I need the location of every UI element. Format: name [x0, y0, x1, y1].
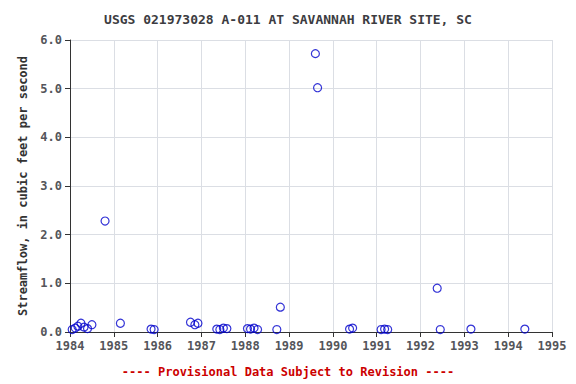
svg-text:1985: 1985: [99, 339, 128, 353]
svg-text:1993: 1993: [450, 339, 479, 353]
svg-text:Streamflow, in cubic feet per: Streamflow, in cubic feet per second: [16, 56, 30, 316]
svg-text:2.0: 2.0: [40, 228, 62, 242]
svg-text:4.0: 4.0: [40, 130, 62, 144]
svg-text:---- Provisional Data Subject: ---- Provisional Data Subject to Revisio…: [122, 365, 454, 379]
svg-text:1995: 1995: [538, 339, 567, 353]
svg-text:1994: 1994: [494, 339, 523, 353]
svg-text:1987: 1987: [187, 339, 216, 353]
svg-text:1984: 1984: [56, 339, 85, 353]
svg-text:1990: 1990: [318, 339, 347, 353]
svg-text:USGS 021973028 A-011 AT SAVANN: USGS 021973028 A-011 AT SAVANNAH RIVER S…: [104, 12, 472, 27]
svg-text:1992: 1992: [406, 339, 435, 353]
svg-text:0.0: 0.0: [40, 325, 62, 339]
svg-text:1989: 1989: [275, 339, 304, 353]
svg-text:1986: 1986: [143, 339, 172, 353]
svg-text:1.0: 1.0: [40, 276, 62, 290]
svg-text:1991: 1991: [362, 339, 391, 353]
svg-text:1988: 1988: [231, 339, 260, 353]
svg-text:6.0: 6.0: [40, 33, 62, 47]
svg-text:3.0: 3.0: [40, 179, 62, 193]
svg-text:5.0: 5.0: [40, 82, 62, 96]
